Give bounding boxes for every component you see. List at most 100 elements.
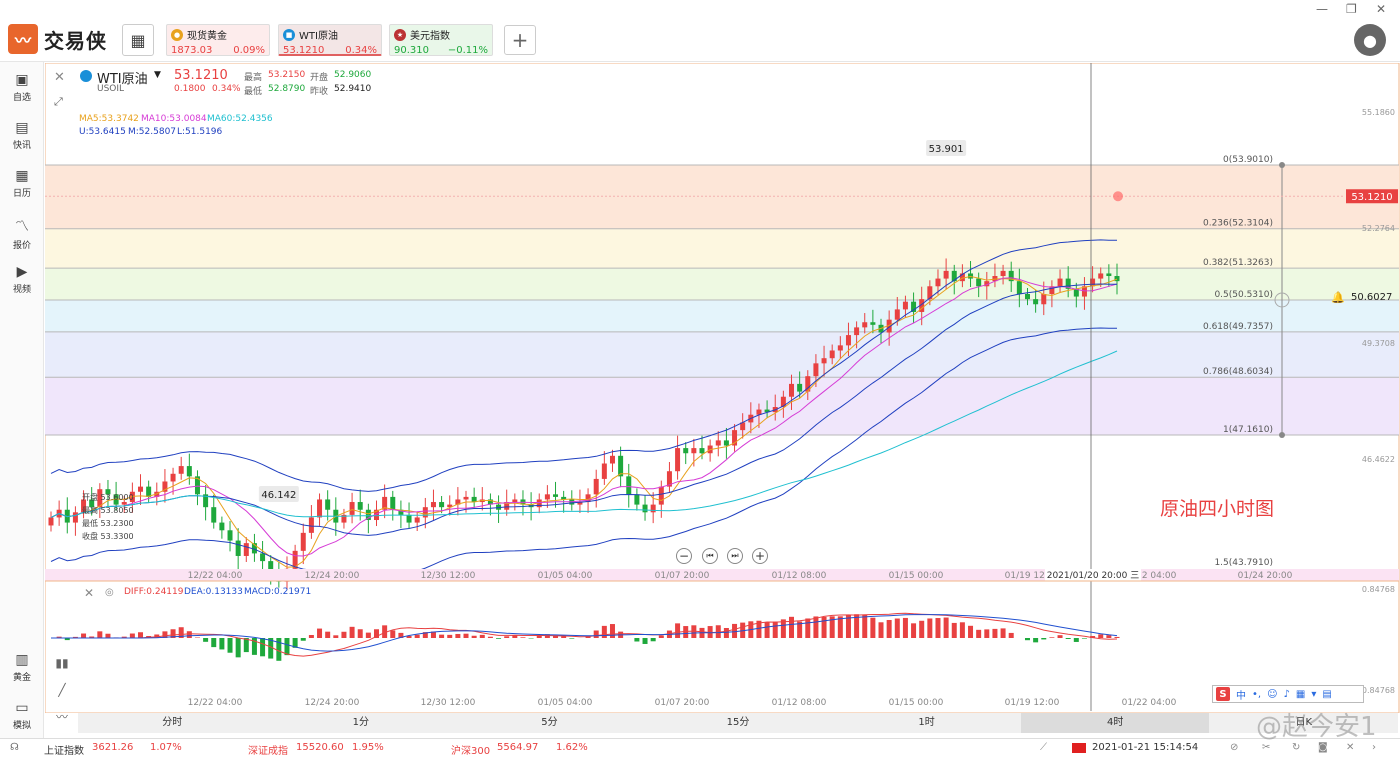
close-icon[interactable]: ✕ (1376, 2, 1387, 16)
candle-body (789, 383, 795, 397)
mute-icon[interactable]: ✕ (1346, 742, 1355, 753)
sh-index-change: 1.07% (150, 742, 182, 753)
bookmark-icon: ▣ (15, 72, 29, 88)
time-axis-label: 12/30 12:00 (421, 571, 476, 581)
draw-tool-icon[interactable]: ⤢ (54, 95, 63, 108)
macd-bar (504, 636, 510, 638)
zoom-out-icon[interactable]: − (676, 548, 692, 564)
macd-time-label: 01/12 08:00 (772, 698, 827, 708)
macd-bar (479, 634, 485, 638)
macd-bar (723, 627, 729, 638)
sidebar-item-label: 报价 (12, 241, 31, 251)
close-macd-icon[interactable]: ✕ (84, 586, 95, 600)
tab-usd[interactable]: ★ 美元指数 90.310 −0.11% (389, 24, 493, 56)
tab-period-4h[interactable]: 4时 (1020, 713, 1210, 733)
scroll-left-icon[interactable]: ⏮ (702, 548, 718, 564)
macd-bar (601, 625, 607, 638)
tab-wti-price: 53.1210 (283, 45, 325, 56)
sidebar-item-calendar[interactable]: ▦ 日历 (0, 168, 44, 199)
fib-label: 0(53.9010) (1223, 155, 1273, 165)
sidebar-item-quotes[interactable]: 〽报价 (0, 216, 44, 251)
candlestick-chart[interactable]: 0(53.9010) 0.236(52.3104) 0.382(51.3263) 0.… (44, 62, 1400, 714)
fib-band (45, 228, 1399, 269)
cn-flag-icon (1072, 743, 1086, 753)
macd-bar (390, 630, 396, 638)
macd-bar (447, 634, 453, 638)
low-label: 最低 (244, 87, 263, 97)
oil-symbol-icon (80, 70, 92, 82)
add-tab-button[interactable]: + (504, 25, 536, 55)
time-axis-label: 01/12 08:00 (772, 571, 827, 581)
close-chart-icon[interactable]: ✕ (54, 70, 65, 85)
chart-line-icon: 〽 (15, 219, 29, 235)
fib-label: 0.618(49.7357) (1203, 322, 1273, 332)
macd-bar (894, 618, 900, 638)
pen-icon[interactable]: ╱ (58, 683, 66, 697)
macd-bar (512, 635, 518, 638)
ma10-line (50, 277, 1118, 557)
candle-body (422, 507, 428, 518)
status-bar: ☊ 上证指数 3621.26 1.07% 深证成指 15520.60 1.95%… (0, 738, 1400, 758)
sidebar-item-gold[interactable]: ▥ 黄金 (0, 652, 44, 683)
ma10-readout: MA10:53.0084 (141, 114, 207, 124)
tab-wti[interactable]: ■ WTI原油 53.1210 0.34% (278, 24, 382, 56)
ime-toolbar[interactable]: S 中 •, ☺ ♪ ▦ ▾ ▤ (1212, 685, 1364, 703)
candle-body (609, 455, 615, 464)
macd-bar (317, 628, 323, 638)
candle-type-icon[interactable]: ▮▮ (55, 656, 69, 670)
top-bar: 〰 交易侠 ▦ ● 现货黄金 1873.03 0.09% ■ WTI原油 53.121… (0, 0, 1400, 62)
macd-bar (789, 616, 795, 638)
macd-bar (634, 638, 640, 642)
layout-grid-button[interactable]: ▦ (122, 24, 154, 56)
sidebar-item-watchlist[interactable]: ▣ 自选 (0, 72, 44, 103)
symbol-dropdown-icon[interactable]: ▼ (154, 70, 161, 80)
restore-icon[interactable]: ❐ (1346, 2, 1357, 16)
tab-gold-change: 0.09% (233, 45, 265, 56)
rotate-icon[interactable]: ↻ (1292, 742, 1301, 753)
no-broadcast-icon[interactable]: ⊘ (1230, 742, 1239, 753)
scroll-right-icon[interactable]: ⏭ (727, 548, 743, 564)
sidebar-item-demo[interactable]: ▭ 模拟 (0, 700, 44, 731)
alert-bell-icon[interactable]: 🔔 (1331, 291, 1345, 304)
macd-bar (422, 632, 428, 638)
headset-icon[interactable]: ☊ (10, 742, 19, 753)
camera-icon[interactable]: ◙ (1318, 742, 1328, 753)
candle-body (308, 517, 314, 533)
candle-body (992, 276, 998, 282)
mic-icon: ♪ (1283, 688, 1290, 700)
macd-bar (219, 638, 225, 650)
chevron-icon[interactable]: › (1372, 742, 1376, 753)
candle-body (683, 448, 689, 454)
macd-bar (162, 631, 168, 638)
macd-bar (650, 638, 656, 642)
tab-period-15m[interactable]: 15分 (726, 717, 750, 728)
tab-period-1m[interactable]: 1分 (352, 717, 370, 728)
chart-area[interactable]: 0(53.9010) 0.236(52.3104) 0.382(51.3263) 0.… (44, 62, 1400, 714)
sidebar-item-video[interactable]: ▶ 视频 (0, 264, 44, 295)
macd-bar (276, 638, 282, 661)
tab-period-5m[interactable]: 5分 (541, 717, 558, 728)
minimize-icon[interactable]: — (1316, 2, 1328, 16)
macd-bar (414, 634, 420, 638)
time-axis-label: 01/07 20:00 (655, 571, 710, 581)
tab-gold[interactable]: ● 现货黄金 1873.03 0.09% (166, 24, 270, 56)
sidebar-item-news[interactable]: ▤ 快讯 (0, 120, 44, 151)
zoom-in-icon[interactable]: + (752, 548, 768, 564)
avatar[interactable]: ● (1354, 24, 1386, 56)
tools-icon[interactable]: ✂ (1262, 742, 1271, 753)
tab-period-daily[interactable]: 日K (1295, 717, 1313, 728)
candle-body (919, 299, 925, 312)
trough-label-box (258, 486, 299, 502)
settings-icon[interactable]: ◎ (105, 587, 114, 598)
tab-period-1h[interactable]: 1时 (918, 717, 935, 728)
indicator-icon[interactable]: 〰 (55, 710, 68, 724)
tab-period-timeshare[interactable]: 分时 (162, 717, 183, 728)
candle-body (723, 440, 729, 446)
low-value: 52.8790 (268, 84, 306, 94)
macd-bar (284, 638, 290, 656)
candle-body (756, 409, 762, 415)
symbol-name[interactable]: WTI原油 (97, 72, 148, 87)
macd-bar (943, 617, 949, 638)
candle-body (626, 476, 632, 495)
macd-bar (845, 614, 851, 638)
